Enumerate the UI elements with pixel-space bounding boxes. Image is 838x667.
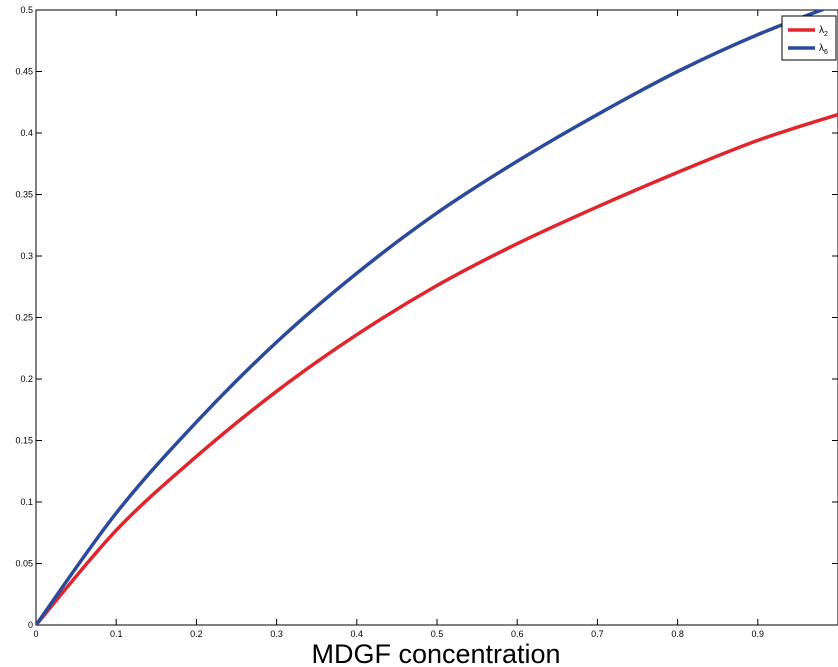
- y-tick-label: 0.15: [15, 436, 33, 446]
- plot-frame: [35, 9, 838, 626]
- x-tick-label: 0.5: [431, 629, 444, 639]
- x-tick-label: 0.1: [110, 629, 123, 639]
- x-tick-label: 0.8: [671, 629, 684, 639]
- legend-label-subscript: 2: [824, 31, 828, 38]
- y-tick-label: 0.05: [15, 559, 33, 569]
- x-tick-label: 0.7: [591, 629, 604, 639]
- y-tick-label: 0.45: [15, 67, 33, 77]
- y-tick-label: 0.35: [15, 190, 33, 200]
- x-tick-label: 0.3: [270, 629, 283, 639]
- x-tick-label: 0.2: [190, 629, 203, 639]
- y-tick-label: 0.2: [20, 374, 33, 384]
- x-axis-title: MDGF concentration: [311, 639, 560, 667]
- x-tick-label: 0.4: [351, 629, 364, 639]
- x-tick-label: 0.9: [752, 629, 765, 639]
- tick-marks: 0 0.1 0.2 0.3 0.4 0.5 0.6 0.7 0.8 0.9 0 0.05 0.1 0.15…: [15, 5, 838, 639]
- legend-label-base: λ: [819, 25, 824, 36]
- legend-box: [781, 15, 837, 61]
- x-tick-label: 0.6: [511, 629, 524, 639]
- y-tick-label: 0.25: [15, 313, 33, 323]
- y-tick-label: 0.5: [20, 5, 33, 15]
- y-tick-label: 0: [28, 620, 33, 630]
- x-tick-label: 0: [33, 629, 38, 639]
- legend-label-base: λ: [819, 43, 824, 54]
- y-tick-label: 0.1: [20, 497, 33, 507]
- y-tick-label: 0.4: [20, 128, 33, 138]
- series-line-λ6: [36, 10, 827, 625]
- y-tick-label: 0.3: [20, 251, 33, 261]
- axes: [35, 9, 838, 626]
- legend-label: λ2: [819, 25, 828, 38]
- legend-label-subscript: 6: [824, 49, 828, 56]
- series-line-λ2: [36, 112, 838, 625]
- legend-label: λ6: [819, 43, 828, 56]
- series-lines: [36, 10, 838, 625]
